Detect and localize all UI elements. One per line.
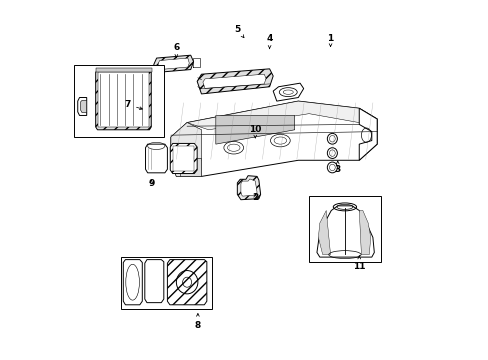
Text: 2: 2 (252, 193, 258, 202)
Polygon shape (318, 211, 330, 255)
Text: 5: 5 (234, 25, 244, 38)
Bar (74, 65, 163, 137)
Polygon shape (144, 260, 163, 303)
Polygon shape (241, 179, 257, 196)
Text: 7: 7 (124, 100, 142, 109)
Polygon shape (203, 74, 265, 89)
Bar (121, 257, 212, 309)
Polygon shape (158, 58, 189, 69)
Polygon shape (237, 176, 260, 200)
Text: 3: 3 (334, 161, 340, 174)
Polygon shape (123, 260, 142, 305)
Polygon shape (187, 101, 376, 130)
Polygon shape (167, 260, 206, 305)
Text: 4: 4 (266, 34, 272, 49)
Polygon shape (171, 123, 201, 176)
Text: 9: 9 (148, 179, 154, 188)
Polygon shape (197, 69, 273, 94)
Bar (180, 158, 201, 176)
Polygon shape (96, 69, 151, 130)
Polygon shape (171, 123, 201, 160)
Text: 6: 6 (173, 43, 179, 58)
Text: 1: 1 (327, 34, 333, 46)
Polygon shape (316, 206, 373, 257)
Polygon shape (171, 101, 376, 176)
Polygon shape (170, 143, 197, 174)
Bar (173, 146, 194, 171)
Polygon shape (215, 116, 294, 144)
Bar (98, 72, 149, 127)
Polygon shape (359, 108, 376, 160)
Text: 10: 10 (248, 125, 261, 138)
Polygon shape (81, 100, 86, 113)
Polygon shape (359, 211, 370, 255)
Polygon shape (145, 144, 167, 173)
Bar (308, 196, 380, 262)
Text: 8: 8 (194, 314, 201, 330)
Polygon shape (273, 83, 303, 101)
Polygon shape (153, 55, 193, 72)
Bar (96, 68, 152, 72)
Text: 11: 11 (352, 256, 365, 271)
Polygon shape (78, 98, 86, 116)
